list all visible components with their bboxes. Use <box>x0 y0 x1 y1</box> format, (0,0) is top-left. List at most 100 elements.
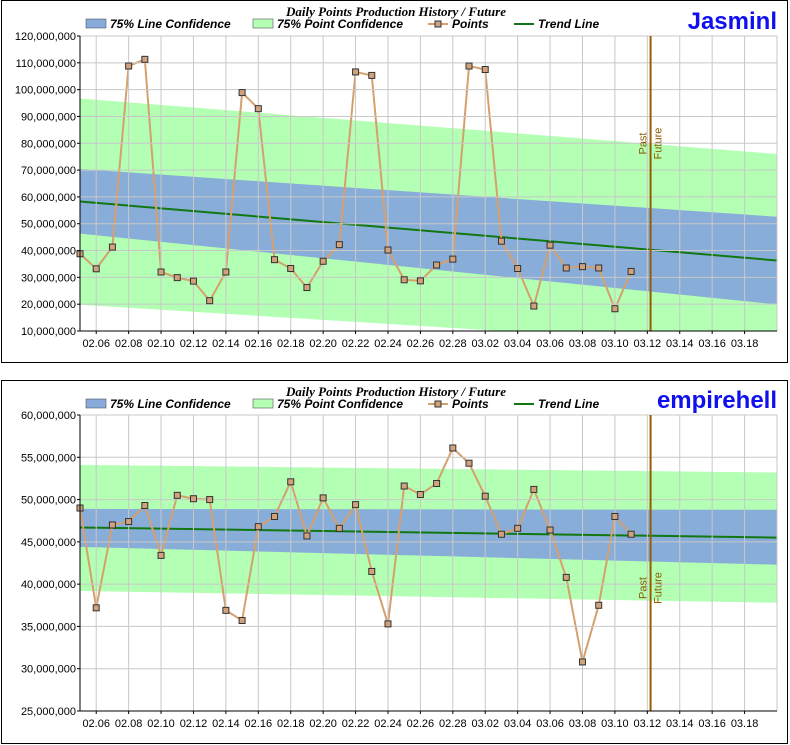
x-tick-label: 02.26 <box>407 338 435 350</box>
data-point <box>578 263 586 271</box>
y-tick-label: 40,000,000 <box>21 579 76 591</box>
data-point <box>497 530 505 538</box>
points-history-chart-jasminl: Past Future 10,000,000 20,000,000 30,000,000… <box>15 4 778 350</box>
data-point <box>449 255 457 263</box>
x-tick-label: 03.14 <box>666 338 694 350</box>
legend-swatch-line-confidence <box>85 18 107 29</box>
user-name-label: Jasminl <box>688 8 777 35</box>
data-point <box>92 265 100 273</box>
x-tick-label: 02.10 <box>147 338 175 350</box>
data-point <box>335 241 343 249</box>
x-tick-label: 02.10 <box>147 718 175 730</box>
data-point <box>141 55 149 63</box>
x-tick-label: 02.26 <box>407 718 435 730</box>
x-tick-label: 02.18 <box>277 338 305 350</box>
trend-line <box>80 526 777 539</box>
data-point <box>271 512 279 520</box>
data-point <box>497 237 505 245</box>
data-point <box>514 524 522 532</box>
x-tick-label: 02.06 <box>82 338 110 350</box>
data-point <box>530 302 538 310</box>
data-point <box>546 241 554 249</box>
data-point <box>238 617 246 625</box>
user-name-label: empirehell <box>657 387 777 414</box>
y-tick-label: 80,000,000 <box>21 138 76 150</box>
y-tick-label: 40,000,000 <box>21 246 76 258</box>
data-point <box>173 274 181 282</box>
data-point <box>400 482 408 490</box>
legend-label-line-confidence: 75% Line Confidence <box>110 397 231 411</box>
x-tick-label: 03.02 <box>471 718 499 730</box>
legend-label-points: Points <box>452 17 489 31</box>
data-point <box>384 246 392 254</box>
x-tick-label: 03.08 <box>569 718 597 730</box>
x-tick-label: 02.14 <box>212 338 240 350</box>
x-tick-label: 03.06 <box>536 338 564 350</box>
data-point <box>222 268 230 276</box>
x-tick-label: 02.24 <box>374 718 402 730</box>
data-point <box>368 71 376 79</box>
data-point <box>530 485 538 493</box>
data-point <box>238 89 246 97</box>
x-tick-label: 03.12 <box>634 338 662 350</box>
data-point <box>108 521 116 529</box>
data-point <box>108 243 116 251</box>
data-point <box>384 620 392 628</box>
data-point <box>433 480 441 488</box>
data-point <box>481 492 489 500</box>
data-point <box>303 284 311 292</box>
y-tick-label: 100,000,000 <box>15 85 76 97</box>
y-tick-label: 50,000,000 <box>21 495 76 507</box>
data-point <box>611 305 619 313</box>
data-point <box>562 264 570 272</box>
x-tick-label: 02.28 <box>439 338 467 350</box>
data-point <box>595 264 603 272</box>
data-point <box>189 495 197 503</box>
legend-label-points: Points <box>452 397 489 411</box>
data-point <box>141 501 149 509</box>
legend: 75% Line Confidence 75% Point Confidence P… <box>85 17 599 31</box>
y-tick-label: 35,000,000 <box>21 621 76 633</box>
x-tick-label: 03.18 <box>731 338 759 350</box>
x-tick-label: 03.04 <box>504 338 532 350</box>
data-point <box>578 658 586 666</box>
legend-label-point-confidence: 75% Point Confidence <box>277 17 403 31</box>
data-point <box>481 66 489 74</box>
data-point <box>125 62 133 70</box>
legend-swatch-points-marker <box>434 400 442 408</box>
y-tick-label: 30,000,000 <box>21 272 76 284</box>
data-point <box>287 478 295 486</box>
x-tick-label: 02.20 <box>309 718 337 730</box>
future-label: Future <box>653 572 665 604</box>
legend-label-line-confidence: 75% Line Confidence <box>110 17 231 31</box>
data-point <box>173 491 181 499</box>
data-point <box>416 490 424 498</box>
data-point <box>368 567 376 575</box>
data-point <box>303 532 311 540</box>
y-tick-label: 20,000,000 <box>21 299 76 311</box>
y-tick-label: 25,000,000 <box>21 706 76 718</box>
x-tick-label: 02.18 <box>277 718 305 730</box>
data-point <box>271 256 279 264</box>
data-point <box>465 62 473 70</box>
y-tick-label: 110,000,000 <box>16 58 76 70</box>
x-tick-label: 02.08 <box>115 338 143 350</box>
data-point <box>465 459 473 467</box>
x-tick-label: 03.16 <box>698 718 726 730</box>
data-point <box>514 265 522 273</box>
x-tick-label: 02.12 <box>180 718 208 730</box>
data-point <box>222 606 230 614</box>
x-tick-label: 02.08 <box>115 718 143 730</box>
legend-label-trend-line: Trend Line <box>538 17 599 31</box>
data-point <box>449 444 457 452</box>
data-point <box>595 601 603 609</box>
y-tick-label: 50,000,000 <box>21 219 76 231</box>
legend-swatch-line-confidence <box>85 398 107 409</box>
data-point <box>319 494 327 502</box>
x-tick-label: 02.14 <box>212 718 240 730</box>
x-tick-label: 03.06 <box>536 718 564 730</box>
y-tick-label: 10,000,000 <box>21 326 76 338</box>
x-tick-label: 02.16 <box>245 718 273 730</box>
gridlines <box>80 35 778 332</box>
x-tick-label: 03.12 <box>634 718 662 730</box>
